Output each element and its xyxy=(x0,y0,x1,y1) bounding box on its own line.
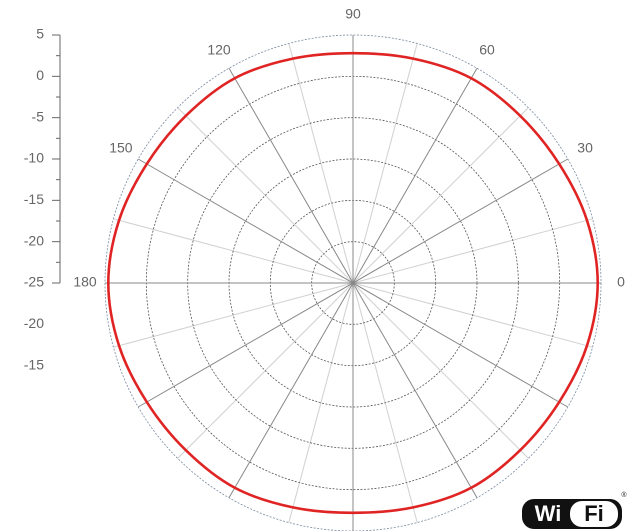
r-tick-label: -5 xyxy=(32,108,45,124)
r-tick-label: -20 xyxy=(24,232,44,248)
r-tick-label: -15 xyxy=(24,356,44,372)
minor-spoke xyxy=(352,282,529,459)
angle-label: 30 xyxy=(577,140,593,156)
r-tick-label: -15 xyxy=(24,191,44,207)
minor-spoke xyxy=(352,107,529,284)
angle-label: 180 xyxy=(73,274,97,290)
minor-spoke xyxy=(288,43,354,284)
r-tick-label: -25 xyxy=(24,274,44,290)
r-tick-label: 0 xyxy=(36,67,44,83)
logo-right: Fi xyxy=(584,501,604,526)
angle-label: 0 xyxy=(617,274,625,290)
logo-mark: ® xyxy=(621,491,627,499)
r-tick-label: -20 xyxy=(24,315,44,331)
logo-inner xyxy=(570,501,618,527)
angle-label: 90 xyxy=(345,6,361,22)
wifi-logo: Wi Fi ® xyxy=(522,491,627,529)
minor-spoke xyxy=(288,282,354,523)
angle-label: 150 xyxy=(109,140,133,156)
minor-spoke xyxy=(113,282,354,348)
r-tick-label: -10 xyxy=(24,150,44,166)
pattern-line xyxy=(107,51,599,515)
r-tick-label: 5 xyxy=(36,26,44,42)
plot: 0 30 60 90 120 150 180 5 0 -5 -10 -15 -20 -25 -20 -15 xyxy=(24,6,625,531)
logo-left: Wi xyxy=(535,501,562,526)
angle-label: 60 xyxy=(479,42,495,58)
angle-label: 120 xyxy=(207,42,231,58)
